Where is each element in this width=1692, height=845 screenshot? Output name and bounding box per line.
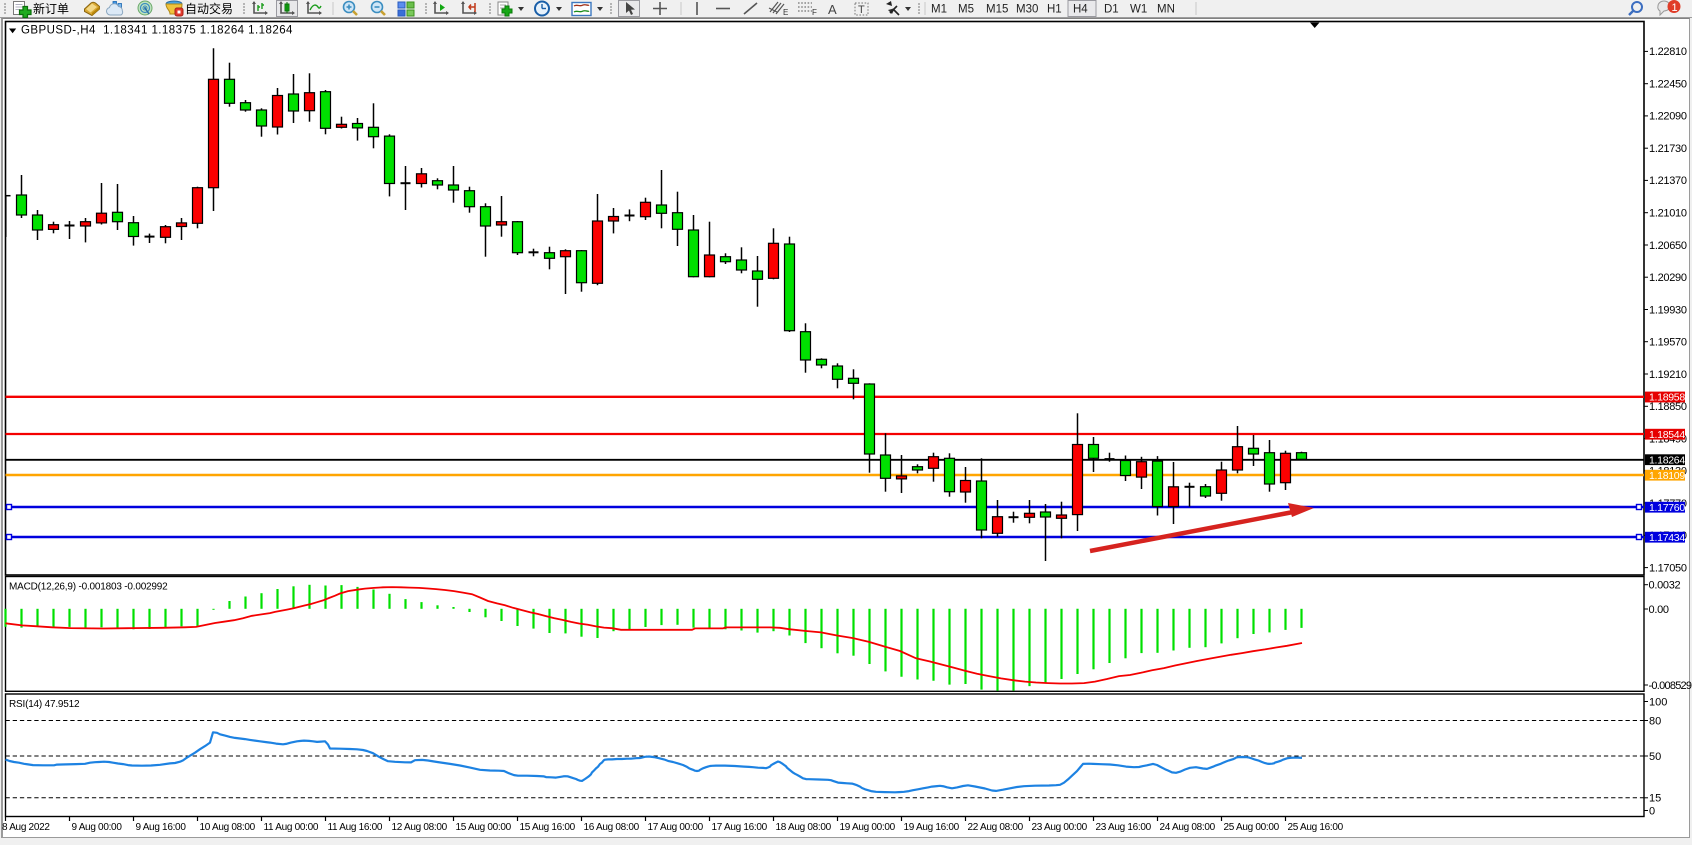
svg-text:80: 80 xyxy=(1649,715,1661,727)
svg-text:1.22450: 1.22450 xyxy=(1649,79,1687,91)
svg-text:1.18958: 1.18958 xyxy=(1649,392,1685,404)
svg-text:23 Aug 16:00: 23 Aug 16:00 xyxy=(1096,822,1152,833)
svg-text:1.17434: 1.17434 xyxy=(1649,532,1685,544)
svg-text:25 Aug 00:00: 25 Aug 00:00 xyxy=(1224,822,1280,833)
svg-text:1.17760: 1.17760 xyxy=(1649,502,1685,514)
svg-text:1.18109: 1.18109 xyxy=(1649,470,1685,482)
svg-text:15 Aug 00:00: 15 Aug 00:00 xyxy=(456,822,512,833)
svg-text:H1: H1 xyxy=(1047,4,1062,16)
svg-text:1.18544: 1.18544 xyxy=(1649,429,1685,441)
svg-text:12 Aug 08:00: 12 Aug 08:00 xyxy=(392,822,448,833)
svg-text:50: 50 xyxy=(1649,751,1661,763)
svg-text:23 Aug 00:00: 23 Aug 00:00 xyxy=(1032,822,1088,833)
svg-text:0.00: 0.00 xyxy=(1649,604,1669,616)
svg-text:10 Aug 08:00: 10 Aug 08:00 xyxy=(200,822,256,833)
svg-text:新订单: 新订单 xyxy=(33,1,69,16)
svg-text:1.19930: 1.19930 xyxy=(1649,304,1687,316)
svg-text:1.18850: 1.18850 xyxy=(1649,401,1687,413)
svg-text:9 Aug 16:00: 9 Aug 16:00 xyxy=(136,822,187,833)
svg-text:E: E xyxy=(783,8,788,17)
svg-text:1.19570: 1.19570 xyxy=(1649,337,1687,349)
svg-text:9 Aug 00:00: 9 Aug 00:00 xyxy=(72,822,123,833)
svg-text:1.21730: 1.21730 xyxy=(1649,143,1687,155)
svg-text:T: T xyxy=(858,4,865,16)
svg-text:19 Aug 16:00: 19 Aug 16:00 xyxy=(904,822,960,833)
svg-text:RSI(14) 47.9512: RSI(14) 47.9512 xyxy=(9,699,80,710)
svg-text:25 Aug 16:00: 25 Aug 16:00 xyxy=(1288,822,1344,833)
svg-text:-0.008529: -0.008529 xyxy=(1649,680,1692,692)
svg-text:11 Aug 00:00: 11 Aug 00:00 xyxy=(264,822,319,833)
svg-text:8 Aug 2022: 8 Aug 2022 xyxy=(2,822,50,833)
svg-text:22 Aug 08:00: 22 Aug 08:00 xyxy=(968,822,1024,833)
svg-text:0.0032: 0.0032 xyxy=(1649,580,1681,592)
svg-text:1.21010: 1.21010 xyxy=(1649,208,1687,220)
svg-text:M30: M30 xyxy=(1016,4,1038,16)
svg-text:11 Aug 16:00: 11 Aug 16:00 xyxy=(328,822,383,833)
svg-text:24 Aug 08:00: 24 Aug 08:00 xyxy=(1160,822,1216,833)
svg-text:1.21370: 1.21370 xyxy=(1649,175,1687,187)
svg-text:GBPUSD-,H4 1.18341 1.18375 1.: GBPUSD-,H4 1.18341 1.18375 1.18264 1.182… xyxy=(21,25,293,37)
svg-text:1.17050: 1.17050 xyxy=(1649,562,1687,574)
svg-text:D1: D1 xyxy=(1104,4,1119,16)
svg-text:0: 0 xyxy=(1649,805,1655,817)
svg-text:15 Aug 16:00: 15 Aug 16:00 xyxy=(520,822,576,833)
svg-text:1: 1 xyxy=(1672,2,1678,14)
svg-text:W1: W1 xyxy=(1130,4,1147,16)
svg-text:1.22090: 1.22090 xyxy=(1649,111,1687,123)
svg-text:100: 100 xyxy=(1649,696,1667,708)
svg-text:16 Aug 08:00: 16 Aug 08:00 xyxy=(584,822,640,833)
svg-text:M5: M5 xyxy=(958,4,974,16)
svg-text:MN: MN xyxy=(1157,4,1175,16)
svg-text:1.20290: 1.20290 xyxy=(1649,272,1687,284)
svg-text:自动交易: 自动交易 xyxy=(185,1,233,16)
svg-text:17 Aug 16:00: 17 Aug 16:00 xyxy=(712,822,768,833)
svg-text:1.22810: 1.22810 xyxy=(1649,46,1687,58)
svg-text:17 Aug 00:00: 17 Aug 00:00 xyxy=(648,822,704,833)
svg-text:H4: H4 xyxy=(1073,4,1088,16)
svg-text:18 Aug 08:00: 18 Aug 08:00 xyxy=(776,822,832,833)
svg-text:15: 15 xyxy=(1649,793,1661,805)
svg-text:1.20650: 1.20650 xyxy=(1649,240,1687,252)
svg-text:19 Aug 00:00: 19 Aug 00:00 xyxy=(840,822,896,833)
svg-text:M1: M1 xyxy=(931,4,947,16)
svg-text:MACD(12,26,9) -0.001803 -0.002: MACD(12,26,9) -0.001803 -0.002992 xyxy=(9,582,168,593)
svg-text:1.18264: 1.18264 xyxy=(1649,454,1685,466)
svg-text:1.19210: 1.19210 xyxy=(1649,369,1687,381)
svg-text:A: A xyxy=(828,2,837,17)
svg-text:F: F xyxy=(812,8,817,17)
svg-text:M15: M15 xyxy=(986,4,1008,16)
